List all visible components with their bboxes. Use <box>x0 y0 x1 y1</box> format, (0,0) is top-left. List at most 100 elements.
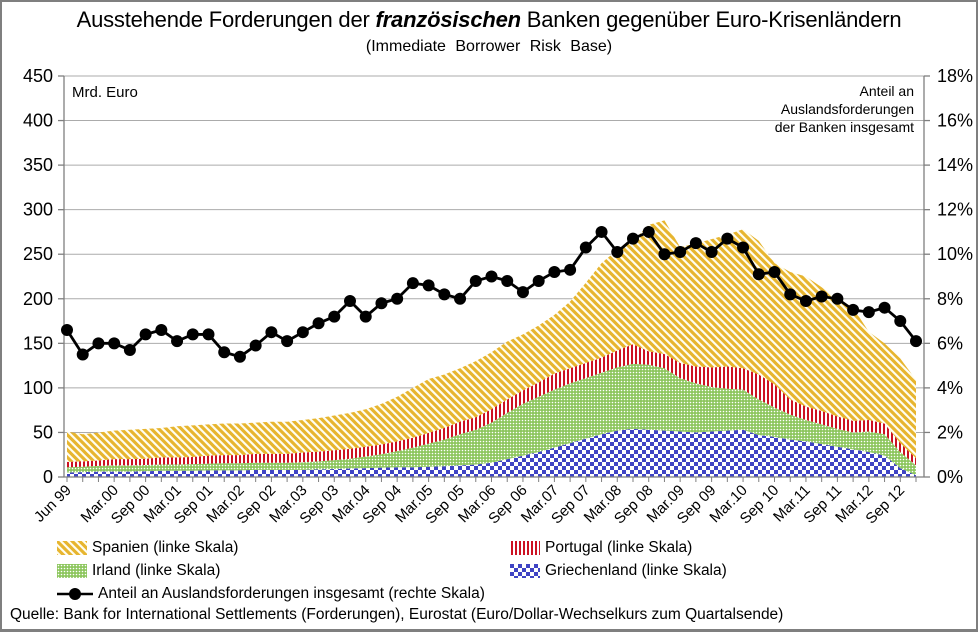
ratio-line-marker <box>894 315 907 328</box>
page-title: Ausstehende Forderungen der französische… <box>2 7 976 33</box>
source-note: Quelle: Bank for International Settlemen… <box>10 606 784 623</box>
svg-text:300: 300 <box>23 200 53 220</box>
stacked-areas <box>67 220 916 477</box>
area-spanien <box>67 220 916 462</box>
ratio-line-marker <box>721 232 734 245</box>
ratio-line-marker <box>281 335 294 348</box>
ratio-line-marker <box>391 292 404 305</box>
svg-text:16%: 16% <box>937 111 973 131</box>
ratio-line-marker <box>768 266 781 279</box>
ratio-line-marker <box>862 306 875 319</box>
ratio-line-marker <box>312 317 325 330</box>
title-suffix: Banken gegenüber Euro-Krisenländern <box>520 7 902 32</box>
y-axis-right-labels: 0% 2% 4% 6% 8% 10% 12% 14% 16% 18% <box>937 66 973 487</box>
ratio-line-marker <box>186 328 199 341</box>
svg-text:350: 350 <box>23 155 53 175</box>
ratio-line-marker <box>548 266 561 279</box>
ratio-line-marker <box>123 344 136 357</box>
chart-subtitle: (Immediate Borrower Risk Base) <box>365 38 613 55</box>
svg-text:6%: 6% <box>937 333 963 353</box>
title-emphasis: französischen <box>375 7 522 32</box>
ratio-line-marker <box>155 323 168 336</box>
ratio-line-marker <box>847 303 860 316</box>
ratio-line-marker <box>501 274 514 287</box>
ratio-line-marker <box>92 337 105 350</box>
svg-text:10%: 10% <box>937 244 973 264</box>
ratio-line-marker <box>218 346 231 359</box>
legend-item-portugal: Portugal (linke Skala) <box>510 539 692 557</box>
legend-label: Griechenland (linke Skala) <box>545 562 727 579</box>
svg-text:200: 200 <box>23 289 53 309</box>
svg-text:14%: 14% <box>937 155 973 175</box>
svg-text:Jun 99: Jun 99 <box>31 482 75 526</box>
ratio-line-marker <box>799 295 812 308</box>
svg-text:12%: 12% <box>937 200 973 220</box>
ratio-line-marker <box>674 245 687 258</box>
ratio-line-marker <box>344 295 356 308</box>
legend-label: Spanien (linke Skala) <box>92 539 239 556</box>
ratio-line-marker <box>485 270 498 283</box>
ratio-line-marker <box>359 310 372 323</box>
ratio-line-marker <box>422 279 435 292</box>
area-irland <box>67 363 916 476</box>
ratio-line-marker <box>375 297 388 310</box>
ratio-line-marker <box>642 225 655 238</box>
ratio-line-marker <box>438 288 451 301</box>
legend-item-anteil: Anteil an Auslandsforderungen insgesamt … <box>57 585 485 603</box>
right-axis-unit-line3: der Banken insgesamt <box>774 119 914 135</box>
ratio-line-marker <box>328 310 341 323</box>
ratio-line-marker <box>910 335 922 348</box>
legend-swatch-red-vertical <box>510 541 540 555</box>
ratio-line-marker <box>737 241 750 254</box>
ratio-line-marker <box>627 232 639 245</box>
legend-swatch-green-dots <box>57 564 87 578</box>
svg-text:450: 450 <box>23 66 53 86</box>
svg-text:400: 400 <box>23 111 53 131</box>
ratio-line-marker <box>469 274 482 287</box>
legend-label: Portugal (linke Skala) <box>545 539 693 556</box>
ratio-line-marker <box>265 326 278 339</box>
ratio-line-marker <box>689 237 702 250</box>
ratio-line-marker <box>76 348 89 361</box>
ratio-line-marker <box>171 335 184 348</box>
legend-label: Anteil an Auslandsforderungen insgesamt … <box>98 585 485 602</box>
ratio-line <box>61 225 922 363</box>
ratio-line-marker <box>831 292 844 305</box>
svg-text:150: 150 <box>23 333 53 353</box>
legend-swatch-yellow-diagonal <box>57 541 87 555</box>
axes <box>58 75 930 482</box>
svg-text:18%: 18% <box>937 66 973 86</box>
area-portugal <box>67 344 916 468</box>
svg-text:50: 50 <box>33 422 53 442</box>
right-axis-unit-line2: Auslandsforderungen <box>780 101 914 117</box>
svg-text:2%: 2% <box>937 422 963 442</box>
legend-swatch-blue-checker <box>510 564 540 578</box>
legend-label: Irland (linke Skala) <box>92 562 221 579</box>
y-axis-left-labels: 0 50 100 150 200 250 300 350 400 450 <box>23 66 53 487</box>
ratio-line-marker <box>878 301 891 314</box>
legend-item-griechenland: Griechenland (linke Skala) <box>510 562 727 580</box>
legend-line-marker-swatch <box>57 588 93 600</box>
svg-text:8%: 8% <box>937 289 963 309</box>
svg-text:4%: 4% <box>937 378 963 398</box>
svg-text:100: 100 <box>23 378 53 398</box>
ratio-line-marker <box>139 328 152 341</box>
legend-item-spanien: Spanien (linke Skala) <box>57 539 238 557</box>
ratio-line-marker <box>406 277 419 290</box>
right-axis-unit-label: Anteil an Auslandsforderungen der Banken… <box>775 82 914 136</box>
left-axis-unit-label: Mrd. Euro <box>72 84 138 101</box>
ratio-line-marker <box>815 290 828 303</box>
ratio-line-marker <box>296 326 309 339</box>
ratio-line-marker <box>595 225 608 238</box>
ratio-line-marker <box>705 245 718 258</box>
right-axis-unit-line1: Anteil an <box>859 83 914 99</box>
title-prefix: Ausstehende Forderungen der <box>76 7 376 32</box>
ratio-line-marker <box>784 288 797 301</box>
ratio-line-marker <box>579 241 592 254</box>
ratio-line-marker <box>752 268 765 281</box>
svg-text:0: 0 <box>43 467 53 487</box>
ratio-line-marker <box>564 263 577 276</box>
ratio-line-marker <box>202 328 215 341</box>
